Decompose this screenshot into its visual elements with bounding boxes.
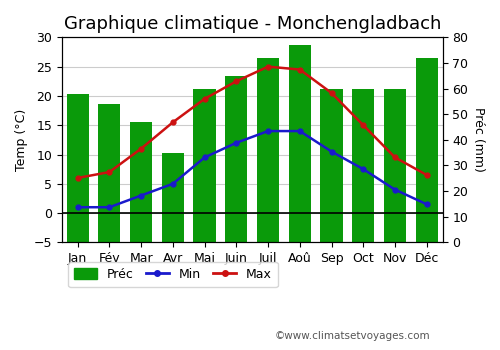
Bar xyxy=(194,89,216,243)
Text: ©www.climatsetvoyages.com: ©www.climatsetvoyages.com xyxy=(275,331,430,341)
Bar xyxy=(257,58,279,243)
Bar xyxy=(384,89,406,243)
Legend: Préc, Min, Max: Préc, Min, Max xyxy=(68,262,278,287)
Y-axis label: Préc (mm): Préc (mm) xyxy=(472,107,485,172)
Bar xyxy=(416,58,438,243)
Bar xyxy=(225,76,248,243)
Title: Graphique climatique - Monchengladbach: Graphique climatique - Monchengladbach xyxy=(64,15,441,33)
Bar xyxy=(130,122,152,243)
Bar xyxy=(66,94,89,243)
Bar xyxy=(288,45,311,243)
Y-axis label: Temp (°C): Temp (°C) xyxy=(15,109,28,171)
Bar xyxy=(98,104,120,243)
Bar xyxy=(352,89,374,243)
Bar xyxy=(162,153,184,243)
Bar xyxy=(320,89,342,243)
